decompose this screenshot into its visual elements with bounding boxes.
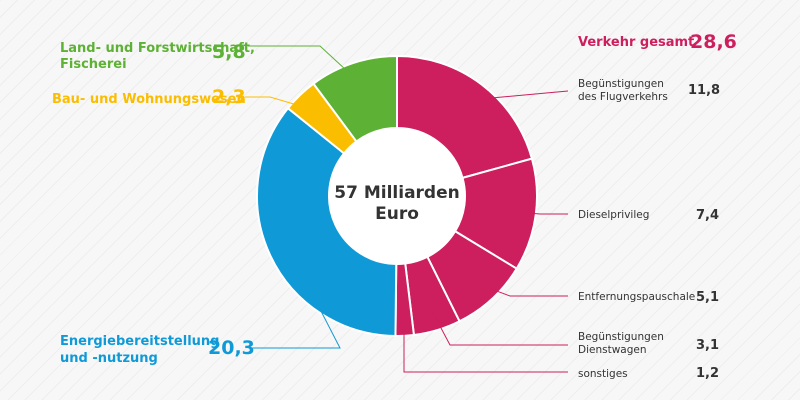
slice-label-flugverkehr-line-2: des Flugverkehrs [578,91,668,103]
leader-lines [245,45,569,373]
group-label-land-line-1: Land- und Forstwirtschaft, [60,41,255,56]
leader-entfernungspauschale [477,283,568,297]
slice-label-dienstwagen-line-2: Dienstwagen [578,344,647,356]
group-value-land: 5,8 [212,41,246,63]
center-label-line-2: Euro [375,204,419,224]
slice-label-dieselprivileg: Dieselprivileg [578,209,649,221]
slice-value-dienstwagen: 3,1 [696,338,719,353]
group-label-verkehr: Verkehr gesamt [578,35,694,50]
group-value-energie: 20,3 [208,337,255,359]
leader-land [248,45,360,83]
slice-value-flugverkehr: 11,8 [688,83,720,98]
group-value-bau: 2,3 [212,86,246,108]
group-label-energie-line-1: Energiebereitstellung [60,334,219,349]
donut-hole [329,128,465,264]
group-label-energie-line-2: und -nutzung [60,351,158,366]
slice-label-flugverkehr-line-1: Begünstigungen [578,78,664,90]
leader-sonstiges [403,326,568,373]
slice-label-sonstiges: sonstiges [578,368,628,380]
slice-label-dienstwagen-line-1: Begünstigungen [578,331,664,343]
slice-value-entfernungspauschale: 5,1 [696,290,719,305]
slice-value-dieselprivileg: 7,4 [696,208,719,223]
center-label-line-1: 57 Milliarden [334,183,459,203]
leader-bau [245,96,315,111]
leader-flugverkehr [469,90,569,101]
group-value-verkehr: 28,6 [690,31,737,53]
group-label-land-line-2: Fischerei [60,57,127,72]
group-label-bau: Bau- und Wohnungswesen [52,92,246,107]
leader-dienstwagen [431,310,568,346]
leader-dieselprivileg [515,211,568,215]
slice-value-sonstiges: 1,2 [696,366,719,381]
slice-label-entfernungspauschale: Entfernungspauschale [578,291,695,303]
donut-slices [256,54,538,338]
leader-energie [252,246,341,349]
